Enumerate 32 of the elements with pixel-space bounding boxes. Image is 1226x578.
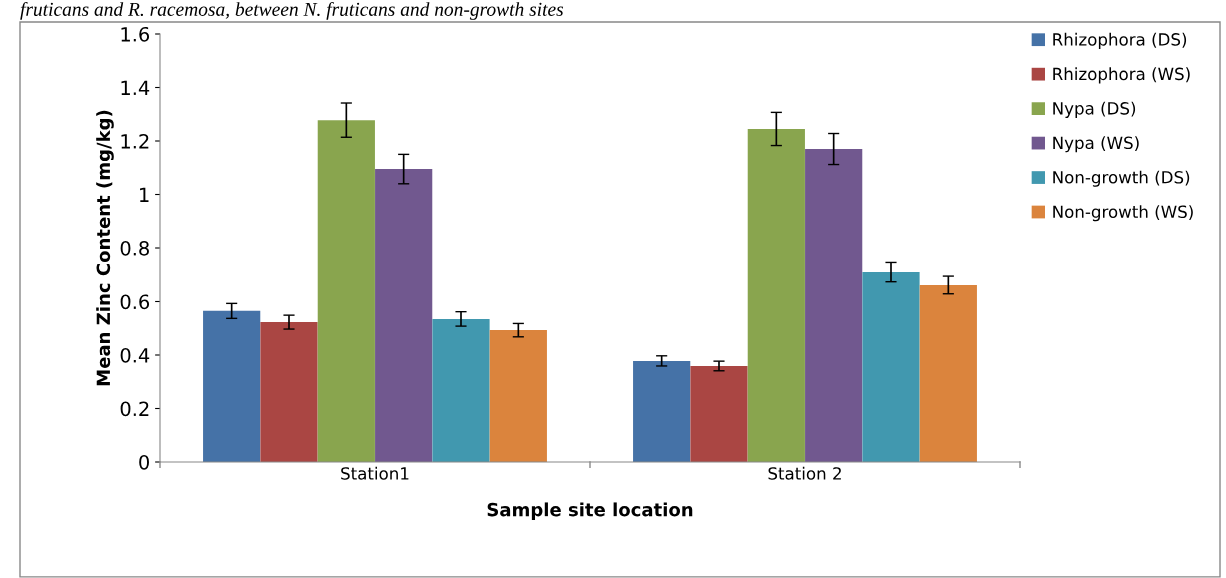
legend-label: Rhizophora (DS) <box>1053 32 1187 49</box>
legend-label: Nypa (WS) <box>1053 136 1139 153</box>
bar <box>317 120 375 462</box>
bar <box>747 128 805 462</box>
y-tick-label: 1.6 <box>121 26 150 42</box>
bar <box>919 284 977 462</box>
bar <box>203 310 261 462</box>
bar <box>633 360 691 462</box>
y-tick-label: 0.6 <box>120 294 150 310</box>
bar <box>862 272 920 462</box>
legend-label: Rhizophora (WS) <box>1053 67 1190 84</box>
bar <box>375 169 433 462</box>
text: fruticans and R. racemosa, between N. fruticans and non-growth sites <box>20 2 564 20</box>
bar <box>260 322 318 462</box>
y-axis-title: Mean Zinc Content (mg/kg) <box>96 110 114 386</box>
legend-label: Non-growth (WS) <box>1053 205 1193 222</box>
bar <box>805 149 863 462</box>
bar <box>489 330 547 462</box>
x-tick-label: Station1 <box>341 466 409 480</box>
y-tick-label: 1 <box>140 187 149 202</box>
legend-label: Non-growth (DS) <box>1053 170 1190 187</box>
y-tick-label: 0.4 <box>120 347 150 363</box>
x-tick-label: Station 2 <box>768 466 841 480</box>
y-tick-label: 0 <box>139 454 149 470</box>
legend-label: Nypa (DS) <box>1053 101 1136 118</box>
y-tick-label: 0.2 <box>120 401 149 417</box>
y-tick-label: 1.2 <box>121 133 149 149</box>
y-tick-label: 0.8 <box>120 240 149 256</box>
y-tick-label: 1.4 <box>121 80 150 95</box>
bar <box>690 365 748 462</box>
x-axis-title: Sample site location <box>487 502 693 520</box>
bar <box>432 318 490 462</box>
